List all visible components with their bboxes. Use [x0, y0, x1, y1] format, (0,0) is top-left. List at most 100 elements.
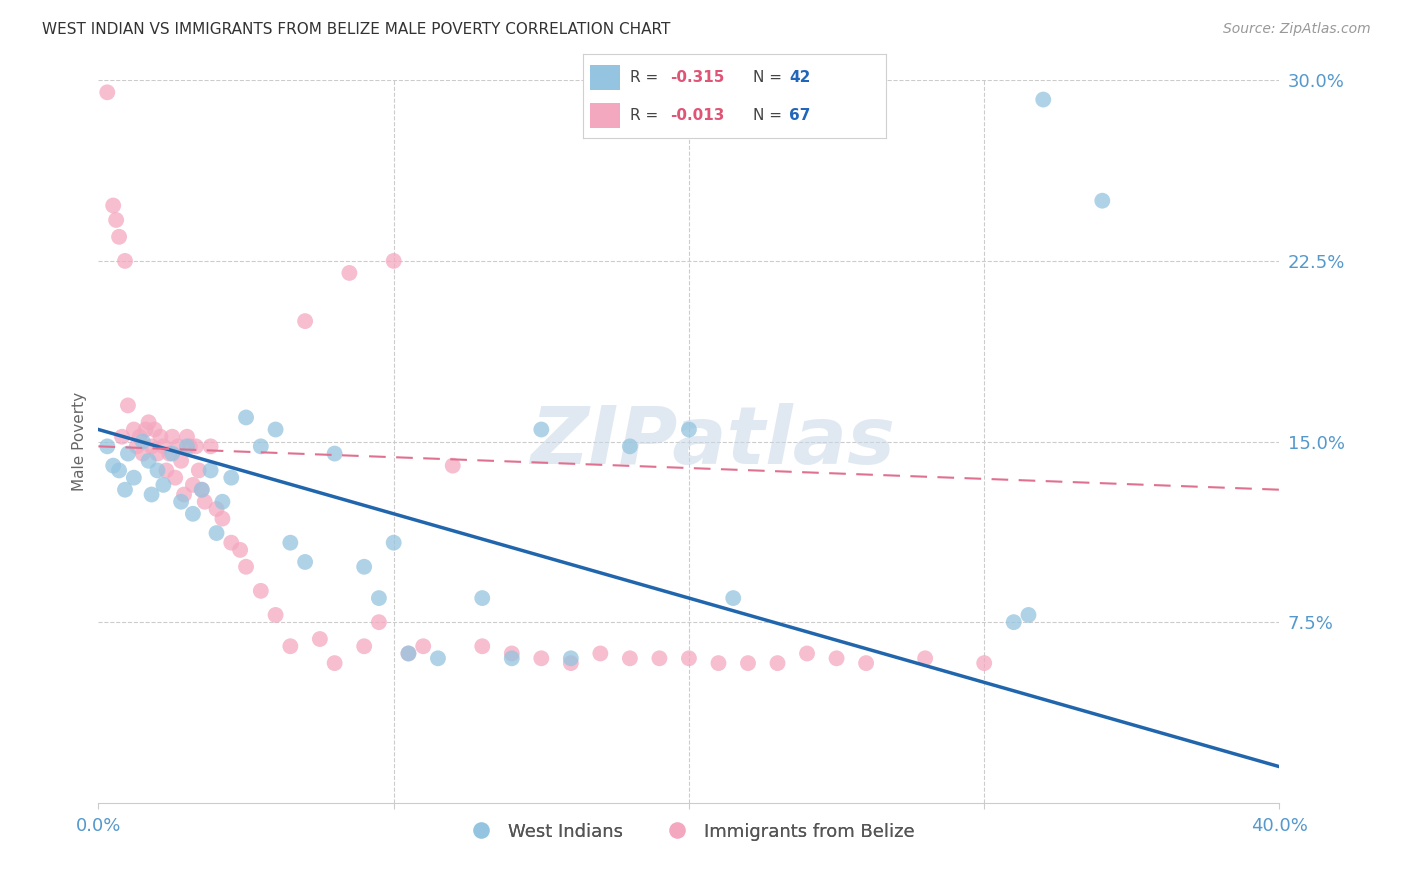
- Point: [294, 555, 316, 569]
- Point: [205, 502, 228, 516]
- Point: [111, 430, 134, 444]
- Text: 42: 42: [789, 70, 810, 85]
- Y-axis label: Male Poverty: Male Poverty: [72, 392, 87, 491]
- Point: [1002, 615, 1025, 630]
- Point: [294, 314, 316, 328]
- Point: [309, 632, 332, 646]
- Point: [323, 446, 346, 460]
- Point: [181, 507, 204, 521]
- Point: [280, 639, 302, 653]
- Point: [973, 656, 995, 670]
- Point: [678, 651, 700, 665]
- Point: [589, 647, 612, 661]
- Point: [221, 470, 243, 484]
- Bar: [589, 103, 620, 128]
- Point: [191, 483, 214, 497]
- Point: [250, 439, 273, 453]
- Point: [368, 591, 391, 605]
- Point: [264, 422, 287, 436]
- Point: [138, 415, 160, 429]
- Point: [200, 439, 222, 453]
- Point: [125, 439, 148, 453]
- Point: [117, 398, 139, 412]
- Point: [170, 454, 193, 468]
- Point: [122, 422, 145, 436]
- Point: [205, 526, 228, 541]
- Point: [157, 446, 180, 460]
- Point: [187, 463, 209, 477]
- Point: [501, 651, 523, 665]
- Point: [105, 213, 128, 227]
- Point: [737, 656, 759, 670]
- Point: [471, 591, 494, 605]
- Point: [191, 483, 214, 497]
- Point: [128, 430, 150, 444]
- Point: [229, 542, 252, 557]
- Point: [501, 647, 523, 661]
- Point: [280, 535, 302, 549]
- Point: [132, 446, 155, 460]
- Point: [398, 647, 420, 661]
- Point: [96, 85, 118, 99]
- Point: [170, 494, 193, 508]
- Point: [96, 439, 118, 453]
- Point: [117, 446, 139, 460]
- Point: [211, 494, 233, 508]
- Point: [103, 458, 125, 473]
- Point: [165, 470, 187, 484]
- Point: [211, 511, 233, 525]
- Point: [155, 463, 177, 477]
- Point: [152, 439, 174, 453]
- Bar: [589, 64, 620, 90]
- Point: [184, 439, 207, 453]
- Point: [560, 651, 582, 665]
- Point: [152, 478, 174, 492]
- Point: [264, 607, 287, 622]
- Point: [221, 535, 243, 549]
- Point: [141, 487, 163, 501]
- Point: [398, 647, 420, 661]
- Text: WEST INDIAN VS IMMIGRANTS FROM BELIZE MALE POVERTY CORRELATION CHART: WEST INDIAN VS IMMIGRANTS FROM BELIZE MA…: [42, 22, 671, 37]
- Point: [678, 422, 700, 436]
- Point: [176, 430, 198, 444]
- Point: [1032, 93, 1054, 107]
- Point: [382, 535, 405, 549]
- Point: [530, 422, 553, 436]
- Point: [108, 463, 131, 477]
- Point: [1018, 607, 1040, 622]
- Point: [194, 494, 217, 508]
- Text: ZIPatlas: ZIPatlas: [530, 402, 896, 481]
- Point: [368, 615, 391, 630]
- Point: [141, 439, 163, 453]
- Text: N =: N =: [752, 108, 786, 123]
- Point: [427, 651, 450, 665]
- Point: [619, 439, 641, 453]
- Point: [138, 454, 160, 468]
- Point: [339, 266, 361, 280]
- Point: [143, 422, 166, 436]
- Point: [149, 430, 172, 444]
- Point: [796, 647, 818, 661]
- Point: [353, 639, 375, 653]
- Point: [250, 583, 273, 598]
- Point: [825, 651, 848, 665]
- Point: [855, 656, 877, 670]
- Point: [162, 446, 183, 460]
- Point: [619, 651, 641, 665]
- Point: [132, 434, 155, 449]
- Text: -0.315: -0.315: [669, 70, 724, 85]
- Point: [766, 656, 789, 670]
- Point: [353, 559, 375, 574]
- Point: [707, 656, 730, 670]
- Point: [114, 253, 136, 268]
- Point: [200, 463, 222, 477]
- Text: Source: ZipAtlas.com: Source: ZipAtlas.com: [1223, 22, 1371, 37]
- Point: [167, 439, 190, 453]
- Text: R =: R =: [630, 108, 664, 123]
- Point: [560, 656, 582, 670]
- Point: [162, 430, 183, 444]
- Legend: West Indians, Immigrants from Belize: West Indians, Immigrants from Belize: [456, 815, 922, 848]
- Point: [146, 446, 169, 460]
- Point: [135, 422, 157, 436]
- Point: [146, 463, 169, 477]
